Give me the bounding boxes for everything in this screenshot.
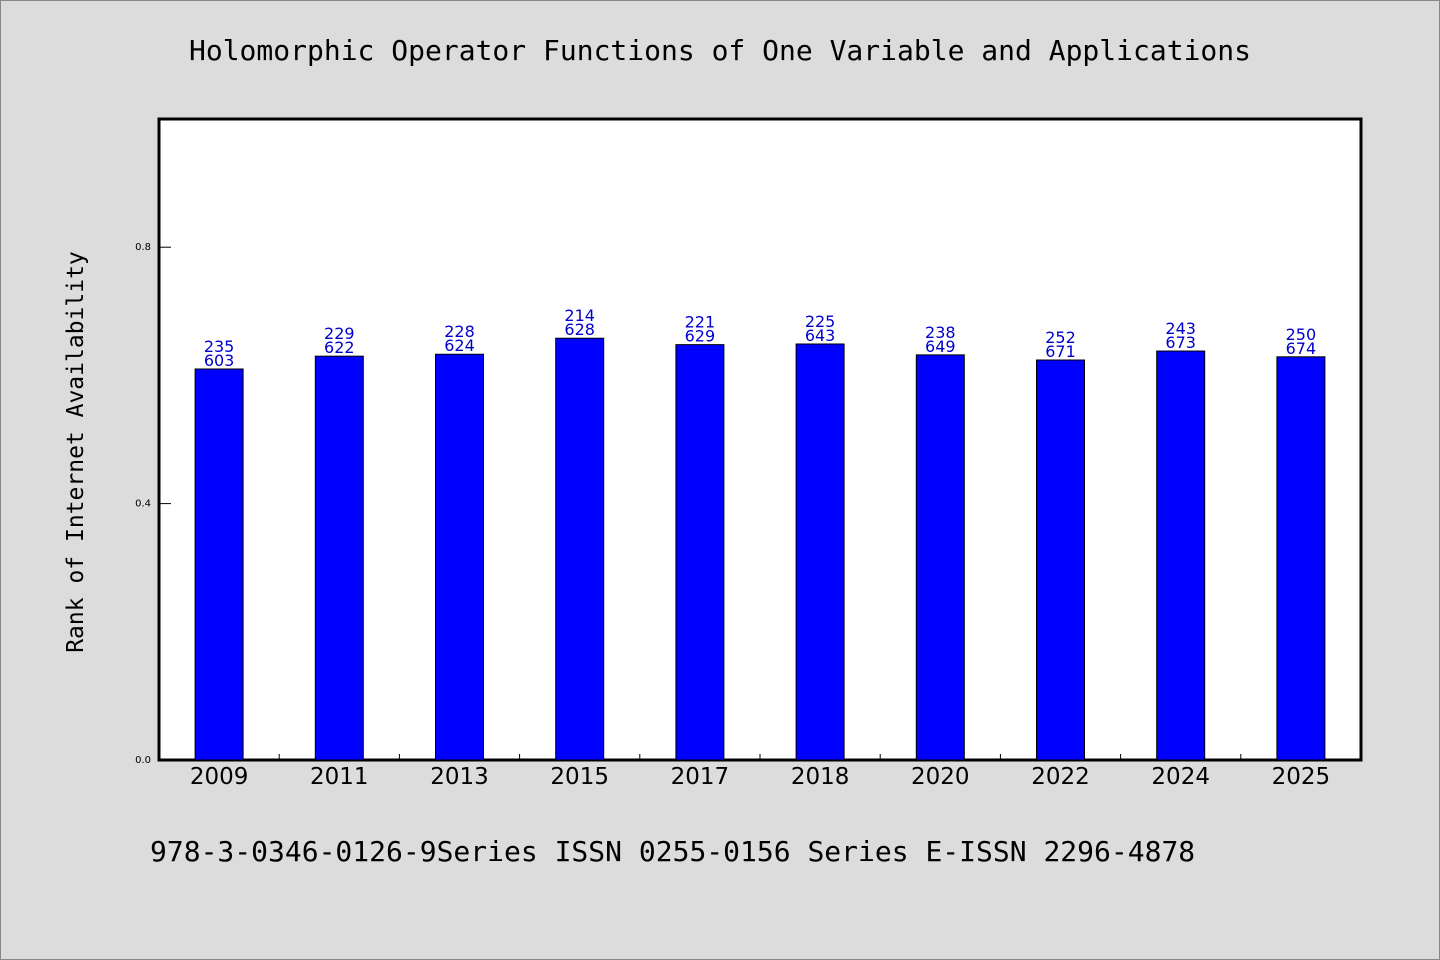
data-label-bottom: 628 (564, 320, 595, 339)
x-tick-label: 2020 (911, 764, 970, 790)
bar-2024 (1156, 350, 1206, 761)
y-tick-label: 0.4 (135, 499, 151, 510)
data-label-top: 243 (1165, 319, 1196, 338)
x-tick-label: 2015 (550, 764, 609, 790)
bar-2020 (915, 354, 965, 761)
bar-2011 (314, 355, 364, 761)
x-tick-label: 2009 (190, 764, 249, 790)
data-label-top: 214 (564, 306, 595, 325)
bar-2013 (435, 353, 484, 761)
x-tick-label: 2024 (1151, 764, 1210, 790)
x-tick-label: 2011 (310, 764, 369, 790)
data-label-top: 221 (685, 313, 716, 332)
x-tick-label: 2017 (671, 764, 730, 790)
bar-2015 (555, 337, 605, 761)
bar-2017 (675, 344, 725, 761)
data-label-bottom: 624 (444, 336, 475, 355)
data-label-bottom: 674 (1286, 339, 1317, 358)
bar-2009 (194, 368, 244, 761)
data-label-top: 229 (324, 324, 355, 343)
footer-isbn-issn: 978-3-0346-0126-9Series ISSN 0255-0156 S… (150, 835, 1196, 868)
x-tick-label: 2013 (430, 764, 489, 790)
bar-2022 (1036, 359, 1085, 761)
chart-title: Holomorphic Operator Functions of One Va… (188, 34, 1252, 67)
y-tick-label: 0.8 (135, 242, 151, 253)
data-label-bottom: 649 (925, 337, 956, 356)
y-tick-label: 0.0 (135, 755, 151, 766)
data-label-top: 250 (1286, 325, 1317, 344)
data-label-bottom: 671 (1045, 342, 1076, 361)
data-label-top: 225 (805, 312, 836, 331)
data-label-top: 228 (444, 322, 475, 341)
data-label-bottom: 643 (805, 326, 836, 345)
data-label-top: 238 (925, 323, 956, 342)
data-label-top: 235 (204, 337, 235, 356)
data-label-top: 252 (1045, 328, 1076, 347)
data-label-bottom: 629 (685, 327, 716, 346)
x-axis-ticks: 2009 2011 2013 2015 2017 2018 2020 2022 2024 2025 (190, 754, 1330, 790)
x-tick-label: 2022 (1031, 764, 1090, 790)
data-label-bottom: 673 (1165, 333, 1196, 352)
x-tick-label: 2018 (791, 764, 850, 790)
y-axis-ticks: 0.0 0.4 0.8 (135, 242, 171, 766)
x-tick-label: 2025 (1272, 764, 1331, 790)
data-label-bottom: 603 (204, 351, 235, 370)
bar-2018 (795, 343, 845, 761)
data-label-bottom: 622 (324, 338, 355, 357)
bars-group (194, 337, 1326, 761)
bar-2025 (1276, 356, 1326, 761)
